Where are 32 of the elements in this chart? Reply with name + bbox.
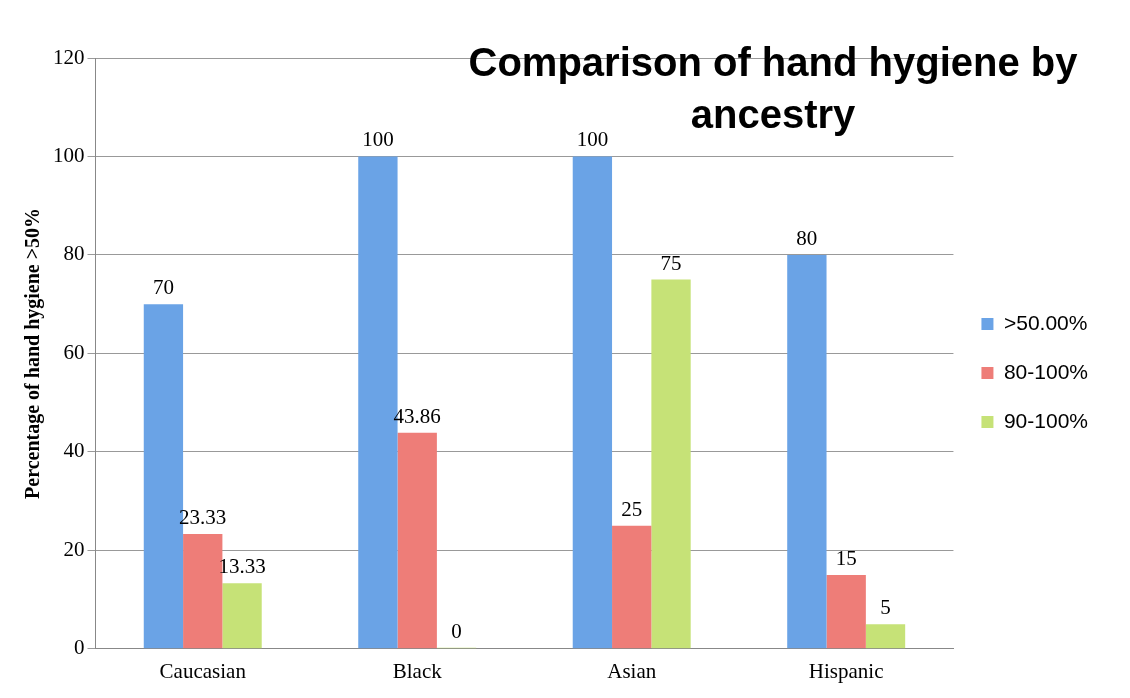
data-label: 80 <box>796 225 818 250</box>
bar <box>572 156 613 649</box>
y-tick-label: 100 <box>53 142 85 167</box>
data-label: 25 <box>621 496 643 521</box>
x-tick-label: Black <box>392 658 443 683</box>
x-tick-label: Hispanic <box>808 658 884 683</box>
data-label: 5 <box>880 595 891 620</box>
y-tick-label: 20 <box>63 536 85 561</box>
y-tick-label: 120 <box>53 44 85 69</box>
y-tick-label: 0 <box>74 635 85 660</box>
y-tick-label: 80 <box>63 241 85 266</box>
data-label: 75 <box>660 250 682 275</box>
data-label: 100 <box>362 127 394 152</box>
y-tick-label: 60 <box>63 339 85 364</box>
data-label: 70 <box>152 275 174 300</box>
bar <box>612 525 652 649</box>
bar <box>397 432 437 649</box>
data-label: 15 <box>835 545 857 570</box>
data-label: 0 <box>451 618 462 643</box>
legend-label: 80-100% <box>1003 359 1088 383</box>
data-label: 13.33 <box>218 554 266 579</box>
x-tick-label: Asian <box>607 658 657 683</box>
legend-label: >50.00% <box>1003 310 1088 334</box>
bar <box>651 279 691 649</box>
bar <box>826 574 866 649</box>
x-tick-label: Caucasian <box>159 658 247 683</box>
bar <box>865 624 906 649</box>
bar <box>787 254 827 649</box>
y-tick-label: 40 <box>63 438 85 463</box>
y-axis-title: Percentage of hand hygiene >50% <box>21 207 45 499</box>
legend-label: 90-100% <box>1003 408 1088 432</box>
bar <box>222 583 262 649</box>
